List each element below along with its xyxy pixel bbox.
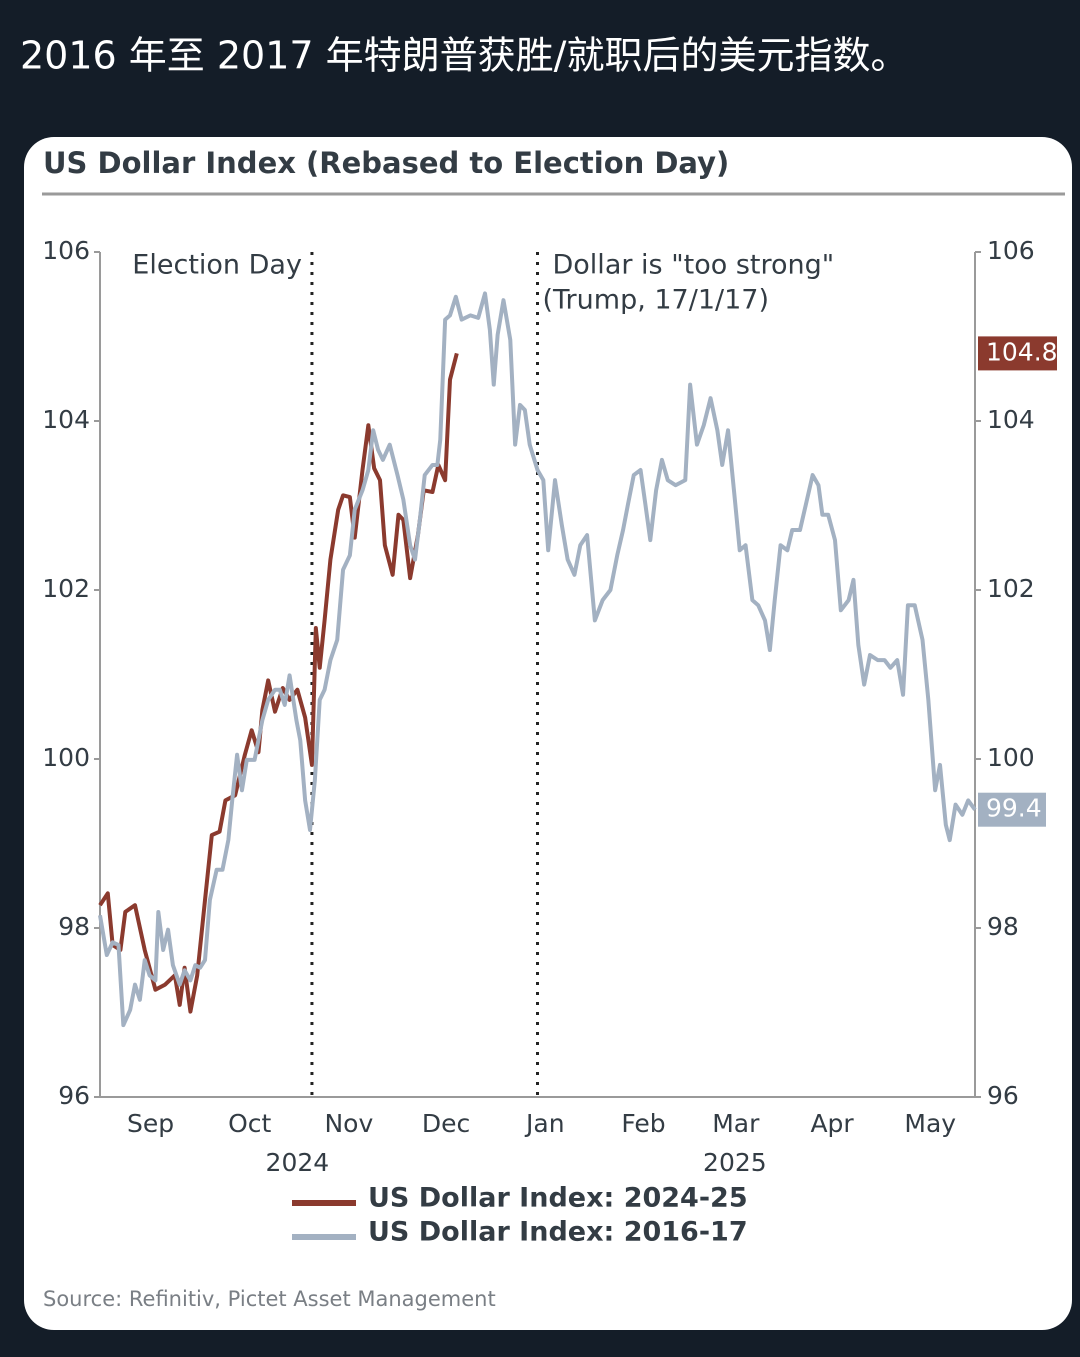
- x-tick-label: Feb: [621, 1109, 665, 1138]
- y2-tick-label: 100: [987, 743, 1035, 772]
- series-line: [98, 291, 977, 1028]
- y-tick-label: 96: [58, 1081, 90, 1110]
- y2-tick-label: 104: [987, 405, 1035, 434]
- x-tick-label: Apr: [810, 1109, 854, 1138]
- post-text: 2016 年至 2017 年特朗普获胜/就职后的美元指数。: [20, 34, 908, 78]
- end-value-label: 104.8: [986, 337, 1058, 366]
- x-tick-label: Sep: [127, 1109, 174, 1138]
- year-label: 2024: [266, 1148, 330, 1177]
- y2-tick-label: 102: [987, 574, 1035, 603]
- x-tick-label: Dec: [422, 1109, 470, 1138]
- x-tick-label: Jan: [524, 1109, 565, 1138]
- y-tick-label: 104: [42, 405, 90, 434]
- source: Source: Refinitiv, Pictet Asset Manageme…: [43, 1287, 496, 1311]
- y2-tick-label: 106: [987, 236, 1035, 265]
- x-tick-label: Nov: [324, 1109, 373, 1138]
- y-tick-label: 106: [42, 236, 90, 265]
- end-value-box: [978, 336, 1057, 371]
- annotation-text: (Trump, 17/1/17): [543, 285, 770, 316]
- legend-label: US Dollar Index: 2024-25: [368, 1183, 748, 1214]
- y-tick-label: 98: [58, 912, 90, 941]
- end-value-label: 99.4: [986, 794, 1042, 823]
- x-tick-label: May: [904, 1109, 956, 1138]
- y-tick-label: 102: [42, 574, 90, 603]
- x-tick-label: Oct: [228, 1109, 271, 1138]
- legend-label: US Dollar Index: 2016-17: [368, 1217, 748, 1248]
- annotation-text: Dollar is "too strong": [553, 250, 835, 281]
- y2-tick-label: 96: [987, 1081, 1019, 1110]
- y-tick-label: 100: [42, 743, 90, 772]
- chart-title: US Dollar Index (Rebased to Election Day…: [43, 146, 729, 180]
- chart-card: [24, 137, 1072, 1330]
- end-value-box: [978, 792, 1046, 827]
- year-label: 2025: [703, 1148, 767, 1177]
- y2-tick-label: 98: [987, 912, 1019, 941]
- x-tick-label: Mar: [712, 1109, 760, 1138]
- annotation-text: Election Day: [132, 250, 302, 281]
